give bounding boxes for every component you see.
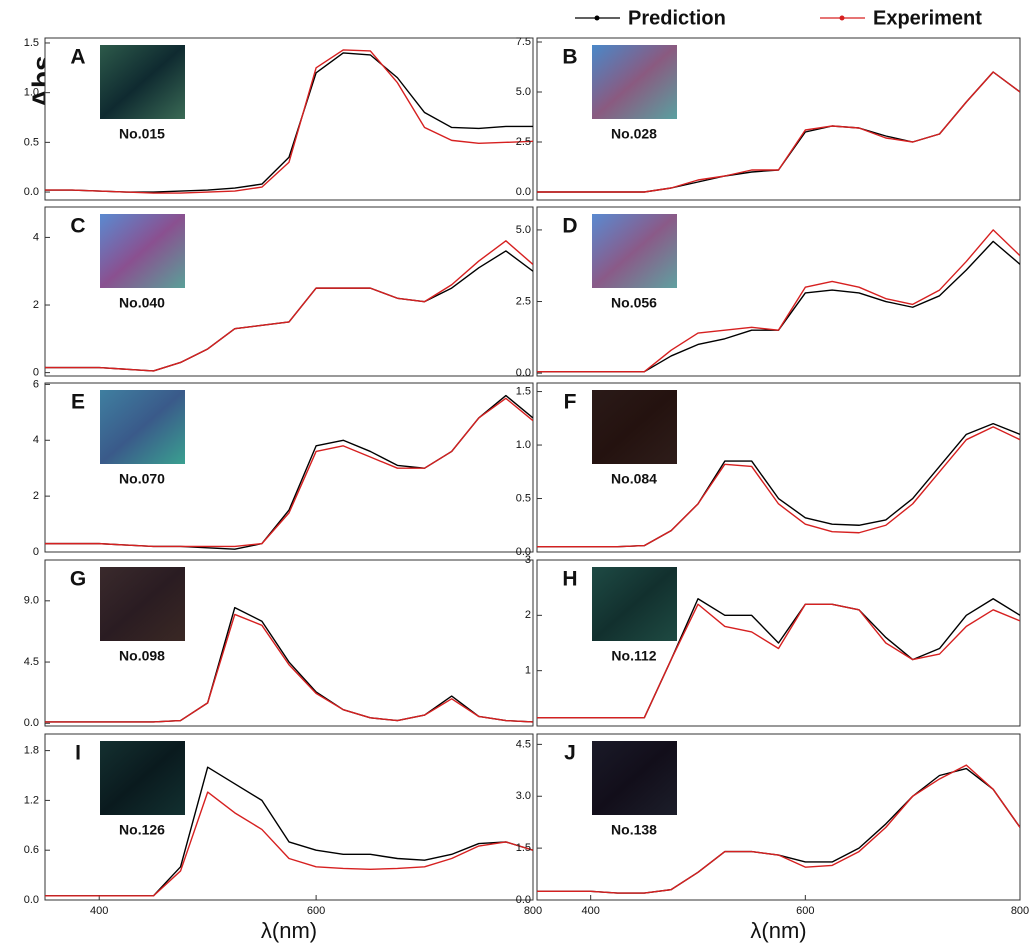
sample-image <box>592 214 677 288</box>
sample-label: No.098 <box>119 648 165 664</box>
x-tick-label: 600 <box>307 905 325 917</box>
y-tick-label: 0.0 <box>24 717 39 729</box>
y-tick-label: 1.0 <box>516 439 531 451</box>
panel-letter: A <box>70 46 85 69</box>
y-tick-label: 2 <box>33 490 39 502</box>
panel-letter: H <box>562 568 577 591</box>
series-line <box>45 613 533 723</box>
panel-letter: G <box>70 568 86 591</box>
y-tick-label: 4 <box>33 434 39 446</box>
series-line <box>45 397 533 548</box>
x-tick-label: 400 <box>90 905 108 917</box>
sample-label: No.056 <box>611 295 657 311</box>
y-tick-label: 0 <box>33 367 39 379</box>
series-line <box>537 426 1020 548</box>
y-tick-label: 0 <box>33 546 39 558</box>
y-tick-label: 0.5 <box>516 492 531 504</box>
y-tick-label: 2 <box>33 299 39 311</box>
series-line <box>45 791 533 897</box>
y-tick-label: 0.0 <box>516 546 531 558</box>
sample-image <box>592 741 677 815</box>
x-tick-label: 800 <box>1011 905 1029 917</box>
legend-label: Prediction <box>628 7 726 29</box>
sample-image <box>592 567 677 641</box>
sample-image <box>592 45 677 119</box>
y-tick-label: 0.0 <box>24 894 39 906</box>
panel-letter: J <box>564 742 576 765</box>
panel-letter: F <box>564 391 577 414</box>
sample-image <box>100 45 185 119</box>
y-tick-label: 4.5 <box>516 738 531 750</box>
sample-label: No.112 <box>611 648 656 664</box>
y-tick-label: 1.5 <box>516 385 531 397</box>
plot-frame <box>536 206 1021 377</box>
series-line <box>537 603 1020 719</box>
y-tick-label: 7.5 <box>516 36 531 48</box>
y-tick-label: 2 <box>525 609 531 621</box>
y-tick-label: 6 <box>33 378 39 390</box>
y-tick-label: 2.5 <box>516 136 531 148</box>
y-tick-label: 0.0 <box>516 894 531 906</box>
y-tick-label: 0.5 <box>24 136 39 148</box>
sample-label: No.070 <box>119 471 165 487</box>
y-tick-label: 3 <box>525 554 531 566</box>
y-tick-label: 4 <box>33 231 39 243</box>
legend-marker-prediction <box>594 15 600 21</box>
sample-image <box>100 214 185 288</box>
sample-label: No.126 <box>119 822 165 838</box>
y-tick-label: 4.5 <box>24 656 39 668</box>
sample-image <box>592 390 677 464</box>
panel-letter: D <box>562 215 577 238</box>
legend-marker-experiment <box>839 15 845 21</box>
panel-letter: B <box>562 46 577 69</box>
series-line <box>537 764 1020 894</box>
x-tick-label: 800 <box>524 905 542 917</box>
series-line <box>537 229 1020 373</box>
sample-label: No.138 <box>611 822 657 838</box>
sample-image <box>100 390 185 464</box>
x-tick-label: 600 <box>796 905 814 917</box>
sample-label: No.084 <box>611 471 657 487</box>
y-tick-label: 5.0 <box>516 86 531 98</box>
series-line <box>537 71 1020 193</box>
y-tick-label: 9.0 <box>24 595 39 607</box>
series-line <box>45 49 533 194</box>
panel-letter: E <box>71 391 85 414</box>
sample-image <box>100 741 185 815</box>
panel-letter: C <box>70 215 85 238</box>
y-tick-label: 1.2 <box>24 794 39 806</box>
sample-label: No.040 <box>119 295 165 311</box>
y-tick-label: 1.8 <box>24 745 39 757</box>
y-tick-label: 2.5 <box>516 295 531 307</box>
sample-label: No.028 <box>611 126 657 142</box>
y-tick-label: 0.0 <box>24 186 39 198</box>
y-tick-label: 1.5 <box>24 37 39 49</box>
x-axis-label: λ(nm) <box>261 918 317 943</box>
y-tick-label: 3.0 <box>516 790 531 802</box>
x-axis-label: λ(nm) <box>750 918 806 943</box>
y-tick-label: 0.0 <box>516 186 531 198</box>
sample-image <box>100 567 185 641</box>
y-tick-label: 1.5 <box>516 842 531 854</box>
x-tick-label: 400 <box>581 905 599 917</box>
y-tick-label: 5.0 <box>516 224 531 236</box>
y-tick-label: 0.6 <box>24 844 39 856</box>
y-tick-label: 1 <box>525 665 531 677</box>
panel-letter: I <box>75 742 81 765</box>
sample-label: No.015 <box>119 126 165 142</box>
y-tick-label: 1.0 <box>24 87 39 99</box>
legend-label: Experiment <box>873 7 982 29</box>
y-tick-label: 0.0 <box>516 367 531 379</box>
series-line <box>45 240 533 372</box>
